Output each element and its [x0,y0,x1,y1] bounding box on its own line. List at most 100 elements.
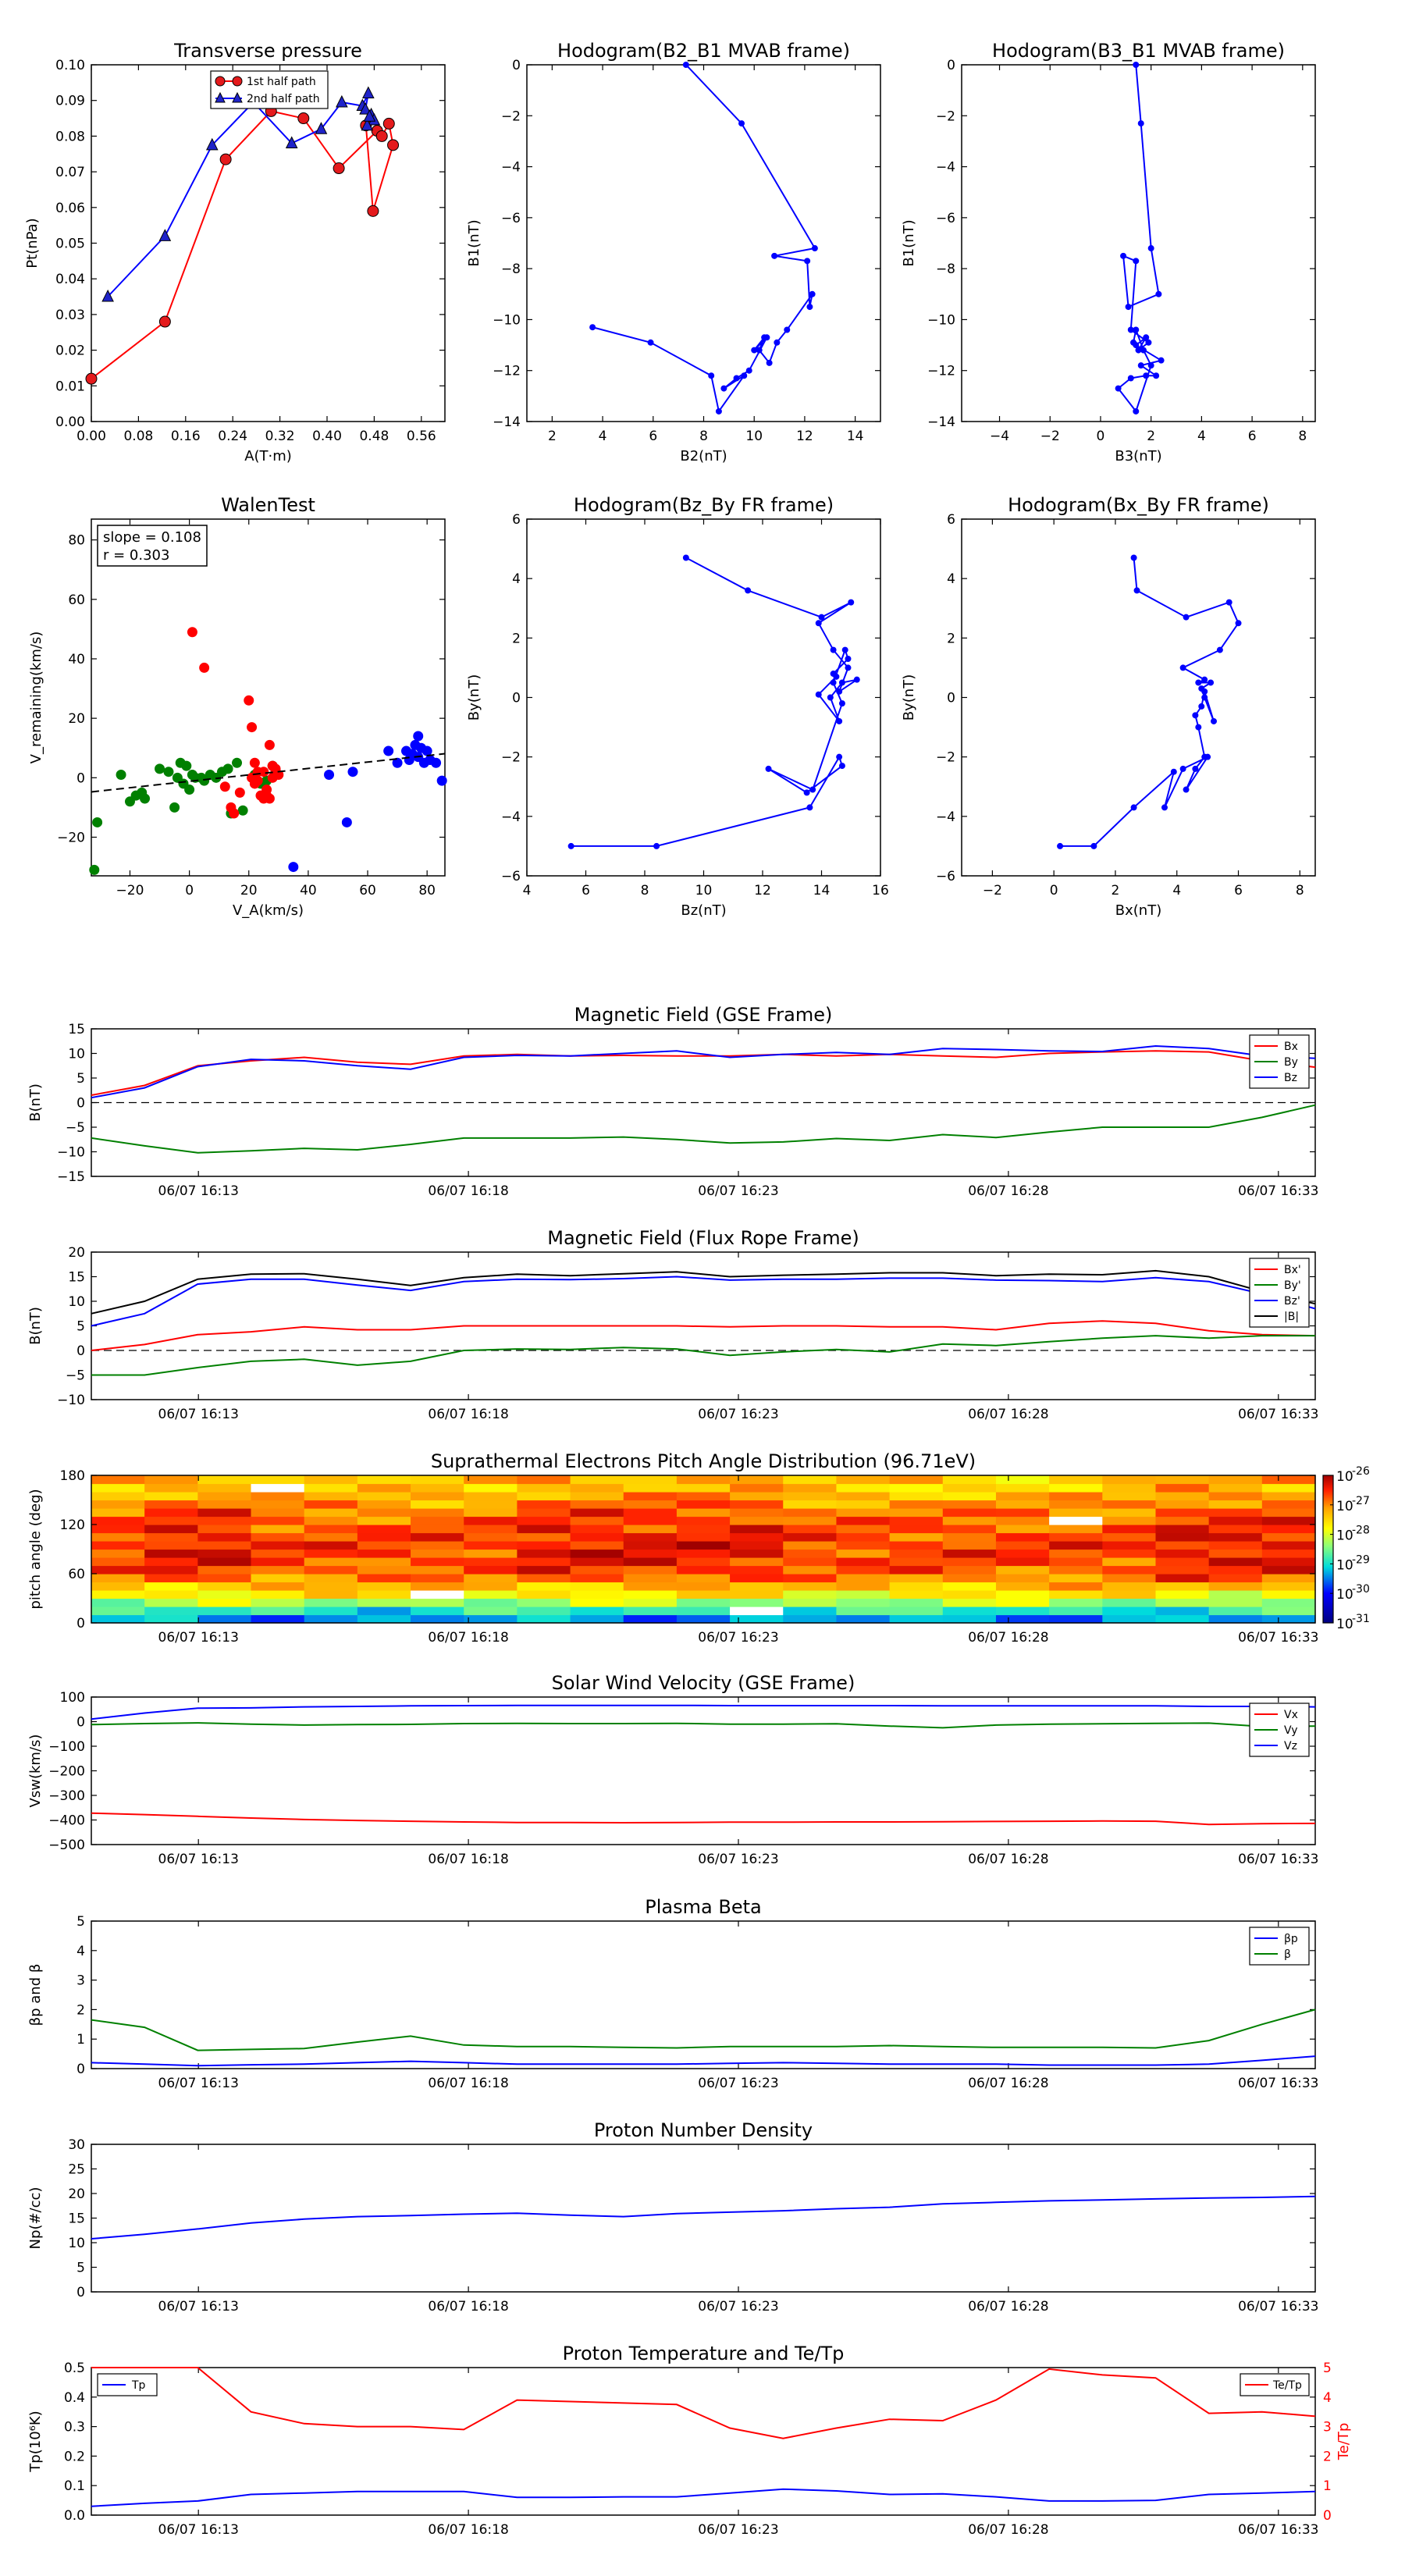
hodo3-xtick-label: 4 [523,883,532,898]
pad-cell [676,1565,731,1574]
pad-cell [942,1492,997,1501]
pad-cell [570,1492,624,1501]
hodo1-point [766,359,773,366]
beta-xtick-label: 06/07 16:13 [158,2076,239,2091]
pad-cell [251,1582,305,1591]
pad-cell [304,1492,358,1501]
hodo2-title: Hodogram(B3_B1 MVAB frame) [992,40,1285,62]
pad-cell [464,1590,518,1599]
mag_fr-ytick-label: −10 [57,1393,85,1408]
pad-cell [783,1582,838,1591]
colorbar-tick-exponent: -30 [1352,1583,1370,1596]
pad-cell [91,1492,145,1501]
pad-cell [1208,1483,1263,1493]
pad-cell [836,1532,891,1542]
pad-cell [197,1598,252,1607]
pad-cell [91,1500,145,1509]
pad-cell [464,1541,518,1550]
pad-cell [197,1574,252,1583]
pad-cell [197,1582,252,1591]
hodo3-point [836,753,843,760]
mag_fr-legend-label: By' [1284,1279,1301,1292]
pad-cell [251,1590,305,1599]
hodo3-ytick-label: 2 [512,631,521,646]
mag_gse-xtick-label: 06/07 16:28 [968,1183,1048,1199]
transverse-ytick-label: 0.05 [55,237,85,252]
walen-xtick-label: 0 [185,883,194,898]
walen-annotation-r: r = 0.303 [103,547,169,564]
beta-legend-label: β [1284,1948,1291,1961]
pad-cell [570,1525,624,1534]
hodo3-point [818,614,825,621]
pad-cell [730,1590,784,1599]
pad-cell [676,1508,731,1517]
hodo4-point [1057,842,1064,849]
pad-cell [517,1541,571,1550]
mag_fr-ytick-label: 0 [76,1343,85,1359]
pad-cell [197,1614,252,1624]
temp-ylabel: Tp(10⁶K) [27,2411,44,2472]
pad-cell [464,1574,518,1583]
pad-cell [1155,1516,1210,1525]
pad-cell [1261,1541,1316,1550]
hodo4-ylabel: By(nT) [901,674,917,720]
pad-cell [942,1606,997,1616]
mag_gse-series-Bz [91,1044,1316,1099]
hodo3-ytick-label: −6 [501,869,521,884]
vsw-series-Vx [91,1812,1316,1826]
pad-cell [1261,1565,1316,1574]
hodo2-point [1133,258,1140,265]
hodo1-xtick-label: 14 [847,429,864,444]
pad-cell [517,1508,571,1517]
pad-cell [1155,1532,1210,1542]
pad-cell [1102,1525,1157,1534]
transverse-point-2nd [205,137,219,151]
vsw-ytick-label: 100 [60,1690,85,1706]
mag_gse-ytick-label: −5 [66,1120,85,1136]
hodo4-point [1179,765,1186,772]
walen-point-blue [383,745,394,756]
pad-cell [304,1606,358,1616]
pad-cell [623,1557,678,1567]
vsw-legend-label: Vx [1284,1709,1298,1721]
colorbar-tick-exponent: -26 [1352,1465,1370,1478]
vsw-series-Vy [91,1722,1316,1729]
density-ytick-label: 10 [68,2236,85,2251]
pad-cell [570,1549,624,1558]
mag_gse-ylabel: B(nT) [27,1083,44,1122]
hodo2-point [1133,407,1140,415]
mag_fr-xtick-label: 06/07 16:13 [158,1407,239,1422]
hodo4-point [1195,724,1202,731]
walen-point-blue [324,770,335,781]
pad-cell [1102,1532,1157,1542]
walen-point-red [247,772,258,783]
hodo2-point [1115,385,1122,392]
hodo1-point [774,339,781,346]
pad-cell [623,1516,678,1525]
transverse-xtick-label: 0.16 [171,429,201,444]
hodo1-ytick-label: −14 [493,415,521,430]
pad-cell [676,1549,731,1558]
pad-cell [1208,1606,1263,1616]
transverse-point-1st [219,153,232,165]
pad-cell [730,1508,784,1517]
pad-cell [251,1525,305,1534]
density-ylabel: Np(#/cc) [27,2187,44,2250]
pad-cell [197,1565,252,1574]
hodo1-xtick-label: 2 [548,429,557,444]
hodo4-ytick-label: 2 [947,631,955,646]
pad-cell [836,1483,891,1493]
beta-series-βp [91,2055,1316,2067]
pad-cell [91,1483,145,1493]
pad-cell [836,1582,891,1591]
temp-ytick-label: 0.3 [64,2420,85,2435]
vsw-legend-label: Vy [1284,1724,1298,1737]
pad-cell [251,1614,305,1624]
pad-cell [1208,1525,1263,1534]
pad-cell [411,1557,464,1567]
pad-cell [676,1614,731,1624]
hodo3-series-line [571,557,858,847]
vsw-xtick-label: 06/07 16:18 [428,1852,508,1867]
pad-cell [1208,1574,1263,1583]
